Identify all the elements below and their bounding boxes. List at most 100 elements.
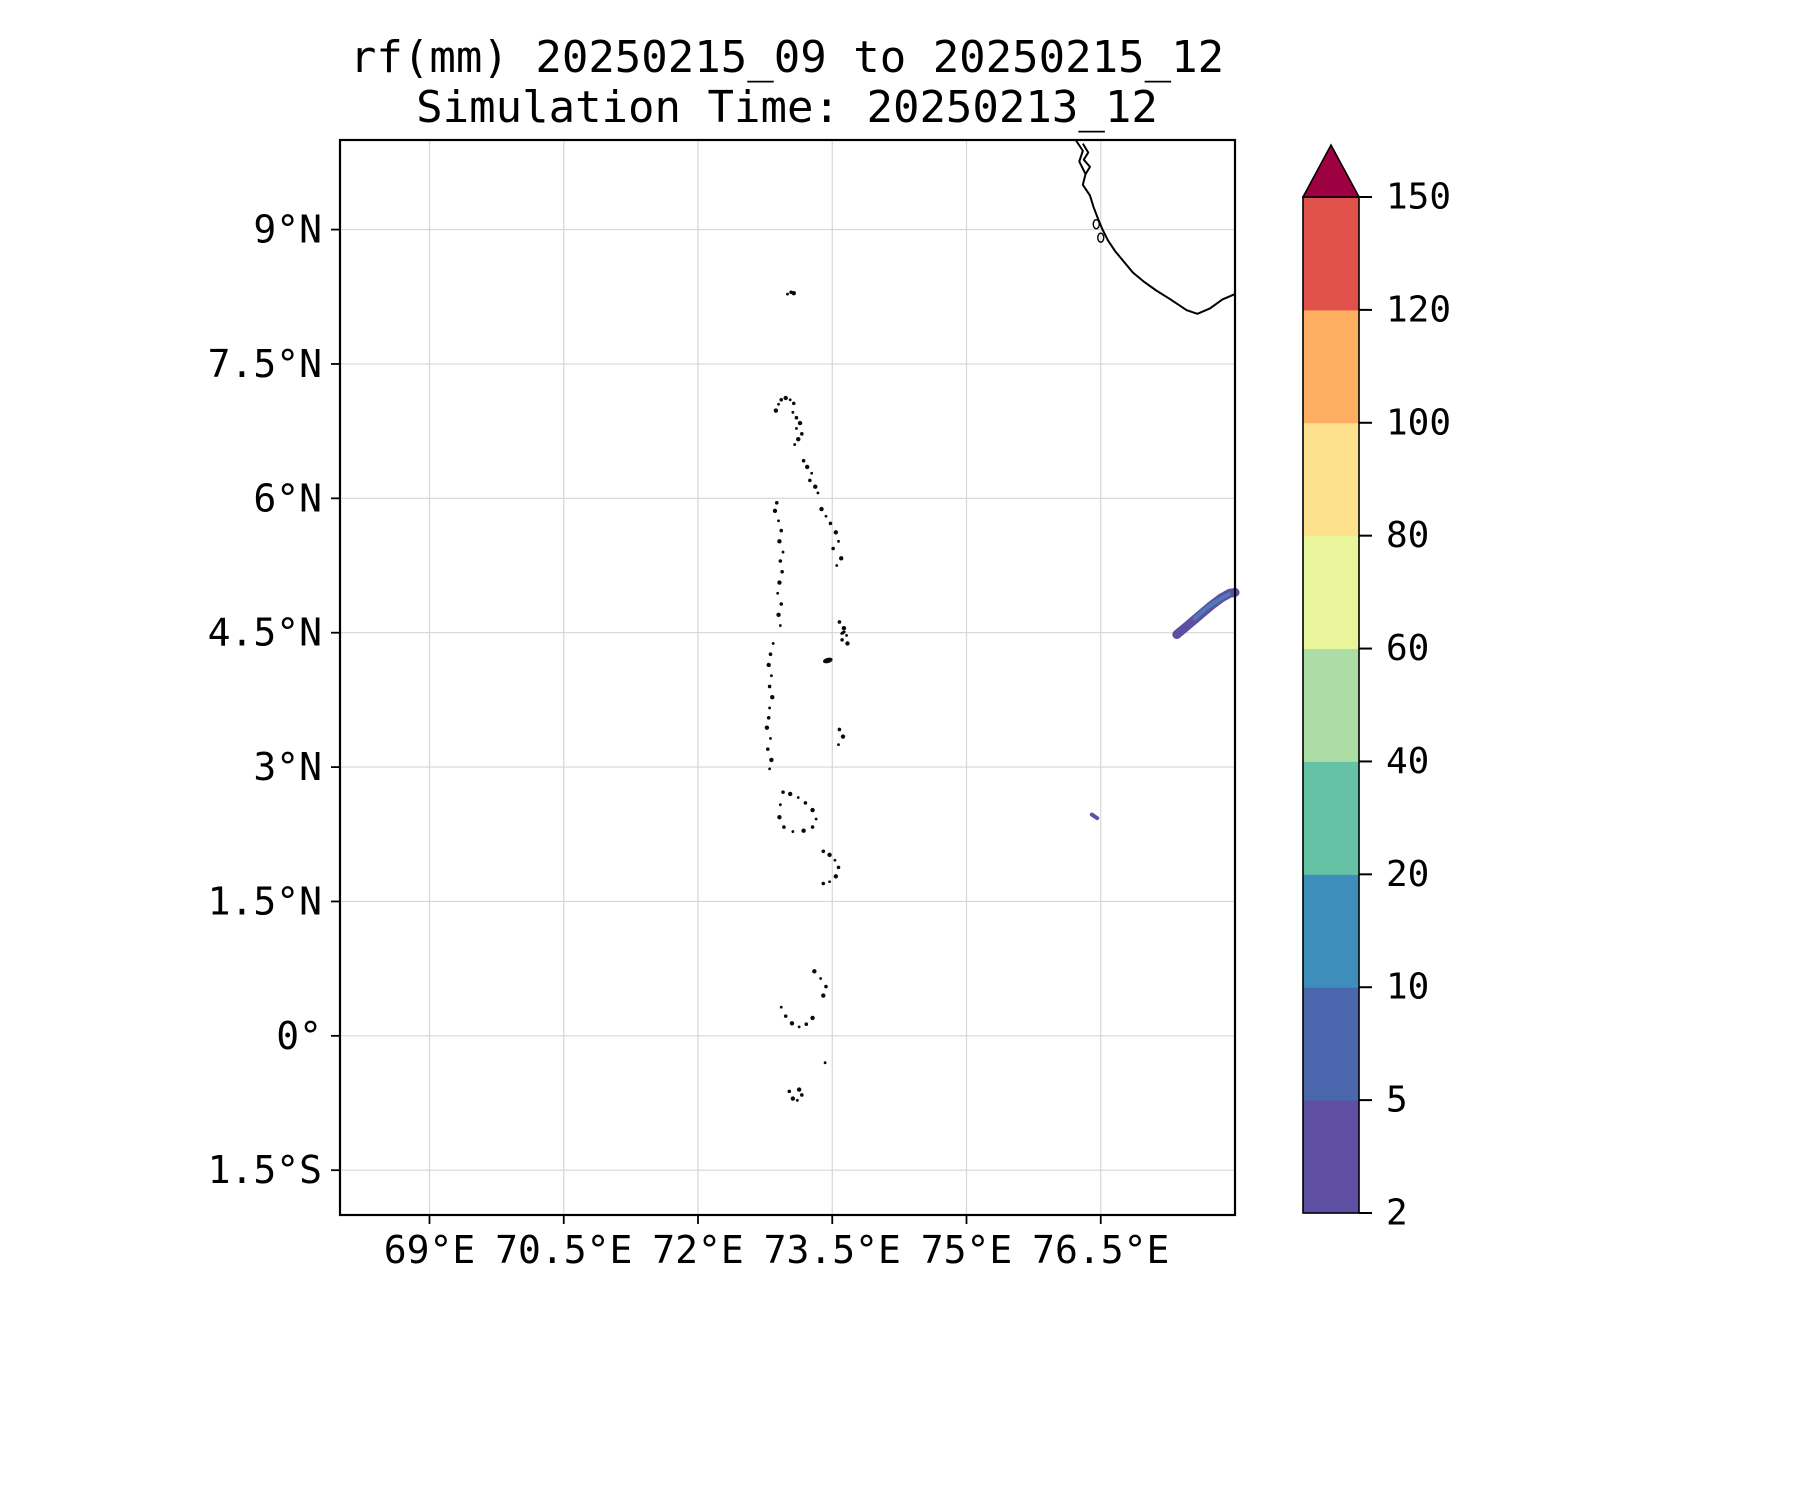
island-dot bbox=[789, 1021, 795, 1026]
island-dot bbox=[833, 874, 839, 879]
island-dot bbox=[777, 539, 782, 544]
island-dot bbox=[819, 506, 824, 512]
coastline-path bbox=[1081, 143, 1092, 175]
island-dot bbox=[769, 674, 773, 678]
island-dot bbox=[839, 556, 844, 561]
colorbar-tick-label: 20 bbox=[1386, 854, 1429, 895]
colorbar-tick-label: 60 bbox=[1386, 628, 1429, 669]
colorbar-tick-label: 80 bbox=[1386, 515, 1429, 556]
x-tick-label: 73.5°E bbox=[764, 1228, 901, 1272]
island-dot bbox=[791, 410, 795, 414]
island-dot bbox=[821, 849, 826, 854]
island-dot bbox=[768, 652, 773, 657]
island-patch bbox=[840, 630, 846, 635]
y-tick-label: 6°N bbox=[253, 476, 322, 520]
y-tick-label: 0° bbox=[276, 1014, 322, 1058]
colorbar-segment bbox=[1303, 197, 1359, 311]
island-dot bbox=[808, 478, 812, 483]
island-dot bbox=[771, 642, 775, 645]
island-dot bbox=[837, 620, 842, 624]
colorbar-extend-arrow bbox=[1301, 143, 1361, 198]
island-dot bbox=[793, 443, 797, 446]
island-dot bbox=[781, 550, 785, 554]
island-dot bbox=[783, 395, 788, 401]
plot-frame bbox=[338, 138, 1237, 1217]
island-dot bbox=[837, 539, 840, 543]
plot-frame-layer bbox=[338, 138, 1237, 1217]
colorbar-tick-label: 10 bbox=[1386, 967, 1429, 1008]
island-dot bbox=[797, 1025, 801, 1029]
island-dot bbox=[810, 825, 815, 829]
lake-outline bbox=[1092, 219, 1100, 230]
island-dot bbox=[773, 408, 779, 413]
rainfall-patch bbox=[1172, 587, 1240, 639]
island-dot bbox=[796, 796, 800, 799]
rainfall-patch bbox=[1089, 812, 1100, 821]
island-dot bbox=[769, 757, 774, 763]
island-dot bbox=[835, 564, 839, 567]
island-dot bbox=[776, 591, 780, 595]
island-dot bbox=[840, 638, 844, 642]
island-dot bbox=[837, 743, 840, 747]
island-dot bbox=[791, 290, 796, 296]
island-dot bbox=[837, 727, 842, 732]
island-dot bbox=[797, 420, 803, 426]
island-dot bbox=[782, 825, 786, 829]
island-dot bbox=[768, 767, 771, 771]
colorbar-tick-label: 5 bbox=[1386, 1080, 1408, 1121]
island-dot bbox=[801, 828, 806, 833]
island-dot bbox=[810, 1015, 815, 1021]
island-dot bbox=[801, 458, 806, 463]
island-dot bbox=[831, 546, 835, 551]
x-tick-label: 75°E bbox=[921, 1228, 1013, 1272]
island-dot bbox=[827, 852, 832, 858]
axes-layer: 69°E 70.5°E 72°E 73.5°E 75°E 76.5°E 9°N 7.5°N 6°… bbox=[208, 208, 1170, 1272]
x-tick-label: 70.5°E bbox=[495, 1228, 632, 1272]
colorbar-segment bbox=[1303, 535, 1359, 650]
island-dot bbox=[841, 626, 847, 631]
island-dot bbox=[819, 977, 823, 980]
colorbar-tick-label: 2 bbox=[1386, 1193, 1408, 1234]
colorbar-segment bbox=[1303, 648, 1359, 762]
island-dot bbox=[790, 1096, 796, 1101]
island-dot bbox=[777, 519, 780, 523]
island-dot bbox=[779, 528, 784, 533]
islands-layer bbox=[764, 290, 850, 1102]
island-dot bbox=[779, 602, 784, 606]
y-tick-label: 1.5°S bbox=[208, 1148, 322, 1192]
y-tick-label: 4.5°N bbox=[208, 611, 322, 655]
colorbar-segment bbox=[1303, 761, 1359, 875]
colorbar-segment bbox=[1303, 987, 1359, 1101]
colorbar-segment bbox=[1303, 874, 1359, 988]
island-dot bbox=[828, 521, 833, 526]
island-dot bbox=[777, 815, 782, 820]
island-dot bbox=[812, 969, 817, 974]
island-dot bbox=[833, 858, 837, 862]
island-dot bbox=[800, 432, 804, 436]
y-tick-label: 1.5°N bbox=[208, 879, 322, 923]
island-dot bbox=[774, 501, 779, 505]
rainfall-patch bbox=[1192, 592, 1231, 621]
island-dot bbox=[777, 402, 780, 406]
island-dot bbox=[810, 471, 814, 475]
island-dot bbox=[767, 684, 772, 689]
island-dot bbox=[766, 747, 770, 751]
island-dot bbox=[828, 880, 831, 884]
x-tick-label: 72°E bbox=[652, 1228, 744, 1272]
island-dot bbox=[787, 1089, 792, 1094]
rainfall-layer bbox=[1089, 587, 1240, 821]
island-dot bbox=[810, 807, 815, 813]
x-tick-label: 69°E bbox=[384, 1228, 476, 1272]
y-tick-label: 3°N bbox=[253, 745, 322, 789]
island-dot bbox=[772, 508, 778, 514]
island-dot bbox=[770, 695, 775, 700]
island-dot bbox=[845, 641, 850, 646]
island-dot bbox=[766, 662, 771, 668]
colorbar-tick-label: 150 bbox=[1386, 177, 1451, 218]
island-dot bbox=[777, 580, 782, 585]
island-dot bbox=[778, 559, 783, 563]
island-dot bbox=[779, 397, 784, 402]
island-dot bbox=[804, 464, 810, 470]
island-dot bbox=[823, 1061, 827, 1065]
island-dot bbox=[796, 1087, 802, 1092]
